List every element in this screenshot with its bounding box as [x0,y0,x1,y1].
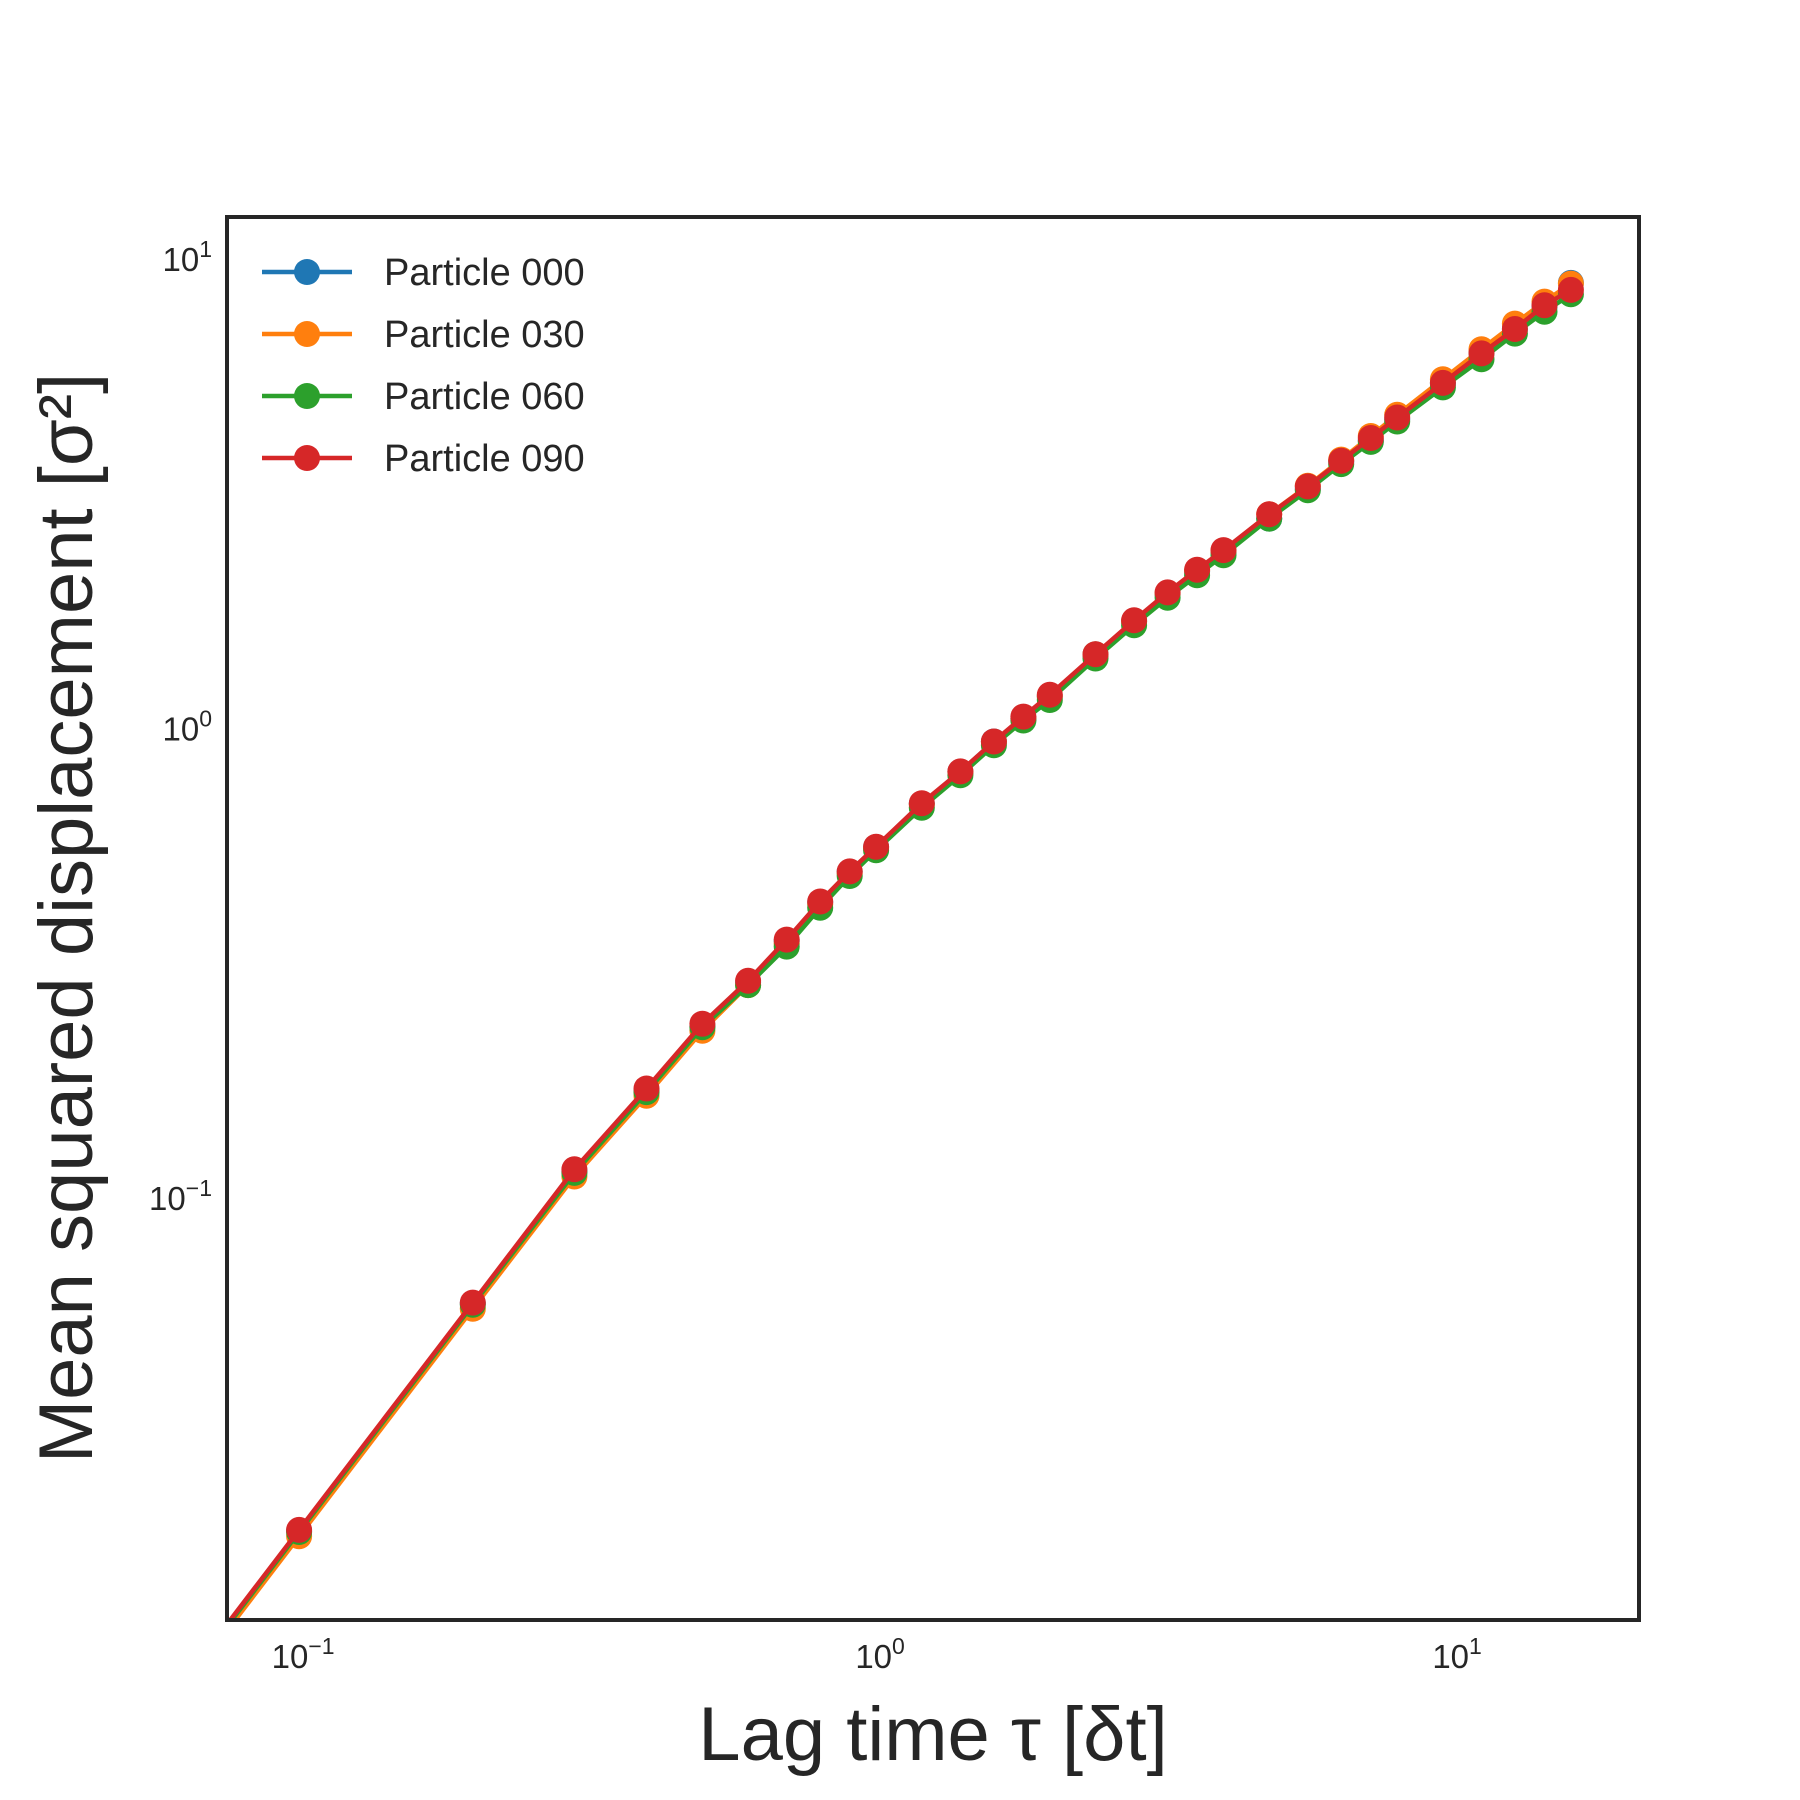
legend-marker [294,383,320,409]
data-point [773,926,800,953]
data-point [863,833,890,860]
series-line [227,287,1573,1620]
legend-marker [294,259,320,285]
y-tick-label: 101 [162,236,212,278]
data-point [1210,537,1237,564]
data-point [1184,556,1211,583]
legend-entry: Particle 060 [262,376,585,418]
data-point [1468,340,1495,367]
plot-frame [225,215,1641,1622]
data-point [1256,501,1283,528]
series-3 [227,276,1584,1620]
data-point [836,858,863,885]
legend: Particle 000 Particle 030 Particle 060 Part… [262,252,585,480]
data-point [947,758,974,785]
series-line [232,281,1573,1620]
series-line [228,281,1573,1620]
data-point [1082,641,1109,668]
data-point [1384,404,1411,431]
data-point [807,888,834,915]
data-point [1121,607,1148,634]
x-tick-label: 10−1 [272,1633,335,1675]
x-axis-ticks: 10−1 100 101 [272,1633,1482,1675]
y-tick-label: 100 [162,705,212,747]
data-point [1154,579,1181,606]
y-axis-ticks: 10−1 100 101 [149,236,212,1217]
legend-entry: Particle 000 [262,252,585,294]
x-tick-label: 101 [1432,1633,1482,1675]
data-point [561,1156,588,1183]
data-point [689,1010,716,1037]
legend-entry: Particle 090 [262,438,585,480]
legend-marker [294,445,320,471]
legend-marker [294,321,320,347]
data-point [1036,681,1063,708]
data-point [286,1516,313,1543]
data-point [1531,292,1558,319]
data-point [908,790,935,817]
x-tick-label: 100 [855,1633,905,1675]
y-axis-label: Mean squared displacement [σ²] [24,373,109,1463]
legend-label: Particle 060 [384,376,585,418]
data-point [980,728,1007,755]
legend-entry: Particle 030 [262,314,585,356]
series-layer [227,269,1584,1620]
legend-label: Particle 000 [384,252,585,294]
legend-label: Particle 030 [384,314,585,356]
data-point [1357,425,1384,451]
series-line [229,292,1573,1620]
y-tick-label: 10−1 [149,1175,212,1217]
legend-label: Particle 090 [384,438,585,480]
data-point [1010,703,1037,730]
data-point [1429,369,1456,396]
data-point [1328,447,1355,474]
data-point [459,1289,486,1316]
data-point [633,1075,660,1102]
data-point [1294,473,1321,500]
x-axis-label: Lag time τ [δt] [698,1692,1167,1777]
data-point [1501,316,1528,342]
data-point [735,967,762,994]
data-point [1557,276,1584,303]
series-2 [229,281,1584,1620]
